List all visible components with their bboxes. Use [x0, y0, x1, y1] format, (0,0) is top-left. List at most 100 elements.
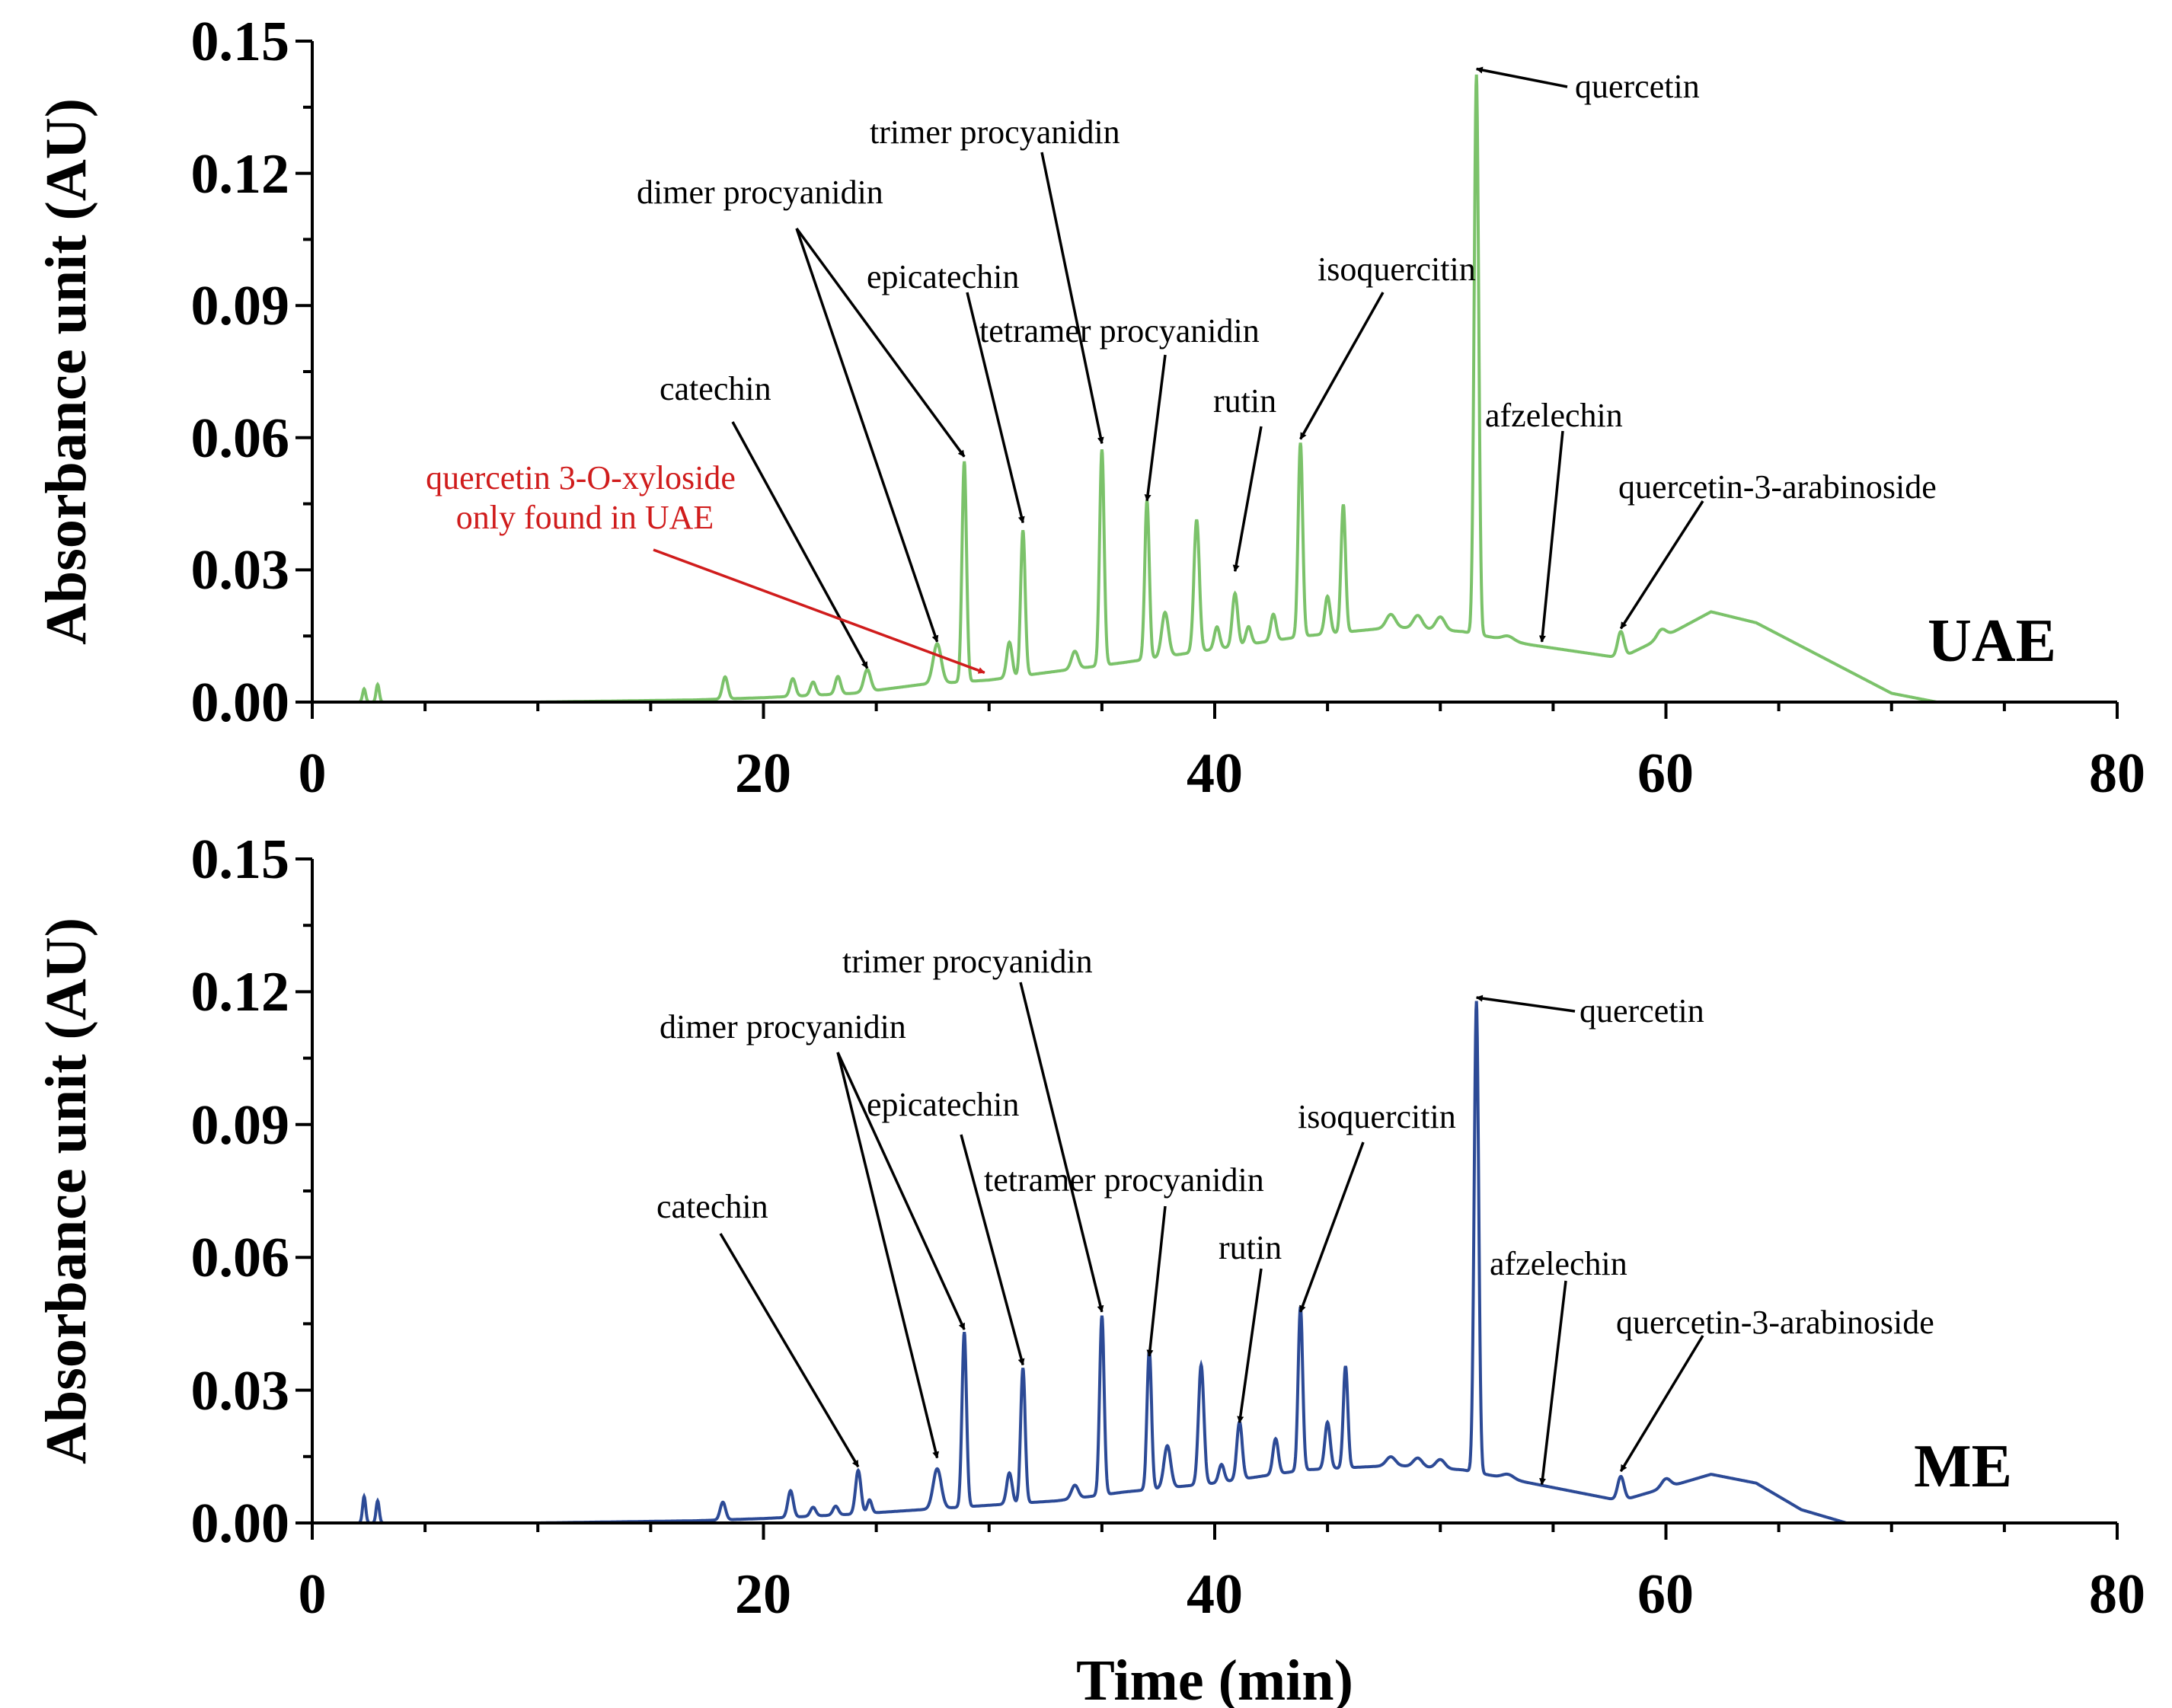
me-annotation-afzelechin: afzelechin — [1490, 1245, 1627, 1486]
panel-uae: 0.00 0.03 0.06 0.09 0.12 0.15 0 20 40 60… — [34, 11, 2145, 805]
me-arrow-quercetin — [1475, 994, 1576, 1013]
uae-arrow-xyloside — [653, 548, 985, 674]
uae-arrow-catechin — [731, 421, 869, 669]
uae-label-xyloside-line-1: quercetin 3-O-xyloside — [426, 459, 736, 496]
uae-arrow-rutin — [1232, 426, 1263, 573]
uae-x-tick-label: 60 — [1637, 742, 1694, 805]
me-minor-ticks — [295, 857, 2119, 1540]
me-x-tick-label: 0 — [299, 1563, 327, 1626]
me-arrow-rutin — [1237, 1268, 1263, 1423]
uae-arrow-dimer-1 — [795, 227, 966, 458]
uae-annotation-catechin: catechin — [660, 370, 869, 669]
me-x-tick-label: 60 — [1637, 1563, 1694, 1626]
me-label-isoquercitin: isoquercitin — [1298, 1098, 1456, 1135]
me-x-tick-label: 20 — [735, 1563, 791, 1626]
uae-annotation-afzelechin: afzelechin — [1485, 397, 1623, 643]
me-y-tick-label: 0.15 — [191, 828, 290, 891]
uae-y-tick-label: 0.00 — [191, 672, 290, 734]
me-label-trimer: trimer procyanidin — [842, 943, 1093, 980]
me-annotation-catechin: catechin — [656, 1188, 860, 1468]
uae-label-quercetin: quercetin — [1575, 68, 1700, 105]
uae-annotation-rutin: rutin — [1213, 382, 1276, 573]
me-label-arabinoside: quercetin-3-arabinoside — [1616, 1304, 1934, 1341]
me-panel-label: ME — [1914, 1433, 2012, 1500]
me-annotation-epicatechin: epicatechin — [867, 1086, 1025, 1366]
me-label-rutin: rutin — [1219, 1229, 1282, 1266]
uae-annotation-quercetin: quercetin — [1475, 66, 1700, 105]
me-annotation-tetramer: tetramer procyanidin — [984, 1161, 1264, 1357]
uae-label-catechin: catechin — [660, 370, 771, 407]
uae-y-tick-label: 0.12 — [191, 143, 290, 206]
me-annotation-trimer: trimer procyanidin — [842, 943, 1104, 1313]
uae-arrow-isoquercitin — [1299, 292, 1385, 440]
uae-label-rutin: rutin — [1213, 382, 1276, 420]
uae-label-trimer: trimer procyanidin — [870, 113, 1120, 151]
me-annotation-isoquercitin: isoquercitin — [1298, 1098, 1456, 1313]
uae-x-tick-label: 40 — [1187, 742, 1243, 805]
panel-me: 0.00 0.03 0.06 0.09 0.12 0.15 0 20 40 60… — [34, 828, 2145, 1708]
uae-annotation-tetramer: tetramer procyanidin — [979, 312, 1260, 502]
me-y-tick-label: 0.06 — [191, 1227, 290, 1289]
uae-annotation-trimer: trimer procyanidin — [870, 113, 1120, 445]
uae-label-dimer: dimer procyanidin — [637, 174, 883, 211]
me-label-epicatechin: epicatechin — [867, 1086, 1019, 1123]
me-annotation-dimer: dimer procyanidin — [660, 1008, 966, 1459]
me-y-tick-label: 0.12 — [191, 961, 290, 1023]
uae-x-tick-label: 0 — [299, 742, 327, 805]
uae-label-arabinoside: quercetin-3-arabinoside — [1618, 468, 1937, 506]
uae-label-afzelechin: afzelechin — [1485, 397, 1623, 434]
me-arrow-dimer-2 — [836, 1052, 940, 1459]
uae-panel-label: UAE — [1928, 608, 2056, 675]
me-annotation-quercetin: quercetin — [1475, 992, 1704, 1030]
uae-annotation-epicatechin: epicatechin — [867, 258, 1025, 524]
me-label-dimer: dimer procyanidin — [660, 1008, 906, 1046]
uae-arrow-arabinoside — [1619, 500, 1704, 630]
me-label-quercetin: quercetin — [1579, 992, 1704, 1030]
uae-label-epicatechin: epicatechin — [867, 258, 1019, 295]
uae-x-tick-label: 20 — [735, 742, 791, 805]
me-annotation-arabinoside: quercetin-3-arabinoside — [1616, 1304, 1934, 1473]
me-x-tick-label: 40 — [1187, 1563, 1243, 1626]
uae-y-axis-title: Absorbance unit (AU) — [34, 98, 98, 645]
me-label-afzelechin: afzelechin — [1490, 1245, 1627, 1282]
uae-x-tick-label: 80 — [2089, 742, 2145, 805]
me-arrow-tetramer — [1146, 1205, 1167, 1357]
me-label-tetramer: tetramer procyanidin — [984, 1161, 1264, 1199]
uae-label-xyloside: quercetin 3-O-xyloside only found in UAE — [426, 459, 744, 536]
uae-y-tick-label: 0.03 — [191, 539, 290, 602]
uae-y-tick-label: 0.15 — [191, 11, 290, 73]
uae-label-tetramer: tetramer procyanidin — [979, 312, 1260, 350]
me-y-tick-label: 0.03 — [191, 1360, 290, 1422]
me-y-axis-title: Absorbance unit (AU) — [34, 918, 98, 1464]
uae-chromatogram-line — [312, 74, 2004, 704]
uae-arrow-epicatechin — [966, 292, 1025, 524]
x-axis-title: Time (min) — [1076, 1649, 1353, 1708]
uae-annotation-dimer: dimer procyanidin — [637, 174, 966, 643]
uae-arrow-trimer — [1040, 152, 1104, 445]
me-arrow-afzelechin — [1539, 1280, 1567, 1486]
uae-annotation-xyloside: quercetin 3-O-xyloside only found in UAE — [426, 459, 985, 674]
uae-arrow-tetramer — [1144, 354, 1167, 502]
uae-arrow-quercetin — [1475, 66, 1568, 88]
uae-minor-ticks — [295, 40, 2119, 719]
uae-annotation-arabinoside: quercetin-3-arabinoside — [1618, 468, 1937, 630]
uae-label-isoquercitin: isoquercitin — [1318, 251, 1476, 288]
me-y-tick-label: 0.09 — [191, 1094, 290, 1157]
me-arrow-dimer-1 — [836, 1052, 966, 1330]
uae-y-tick-label: 0.09 — [191, 275, 290, 337]
uae-arrow-dimer-2 — [795, 228, 939, 643]
me-label-catechin: catechin — [656, 1188, 768, 1225]
me-arrow-catechin — [719, 1233, 860, 1468]
me-y-tick-label: 0.00 — [191, 1493, 290, 1555]
me-arrow-isoquercitin — [1298, 1141, 1365, 1313]
me-arrow-arabinoside — [1619, 1335, 1704, 1473]
me-annotation-rutin: rutin — [1219, 1229, 1282, 1423]
uae-y-tick-label: 0.06 — [191, 407, 290, 470]
uae-label-xyloside-line-2: only found in UAE — [456, 499, 714, 536]
uae-annotation-isoquercitin: isoquercitin — [1299, 251, 1476, 440]
me-arrow-trimer — [1019, 982, 1104, 1313]
me-arrow-epicatechin — [960, 1134, 1025, 1366]
me-x-tick-label: 80 — [2089, 1563, 2145, 1626]
uae-arrow-afzelechin — [1538, 430, 1564, 643]
